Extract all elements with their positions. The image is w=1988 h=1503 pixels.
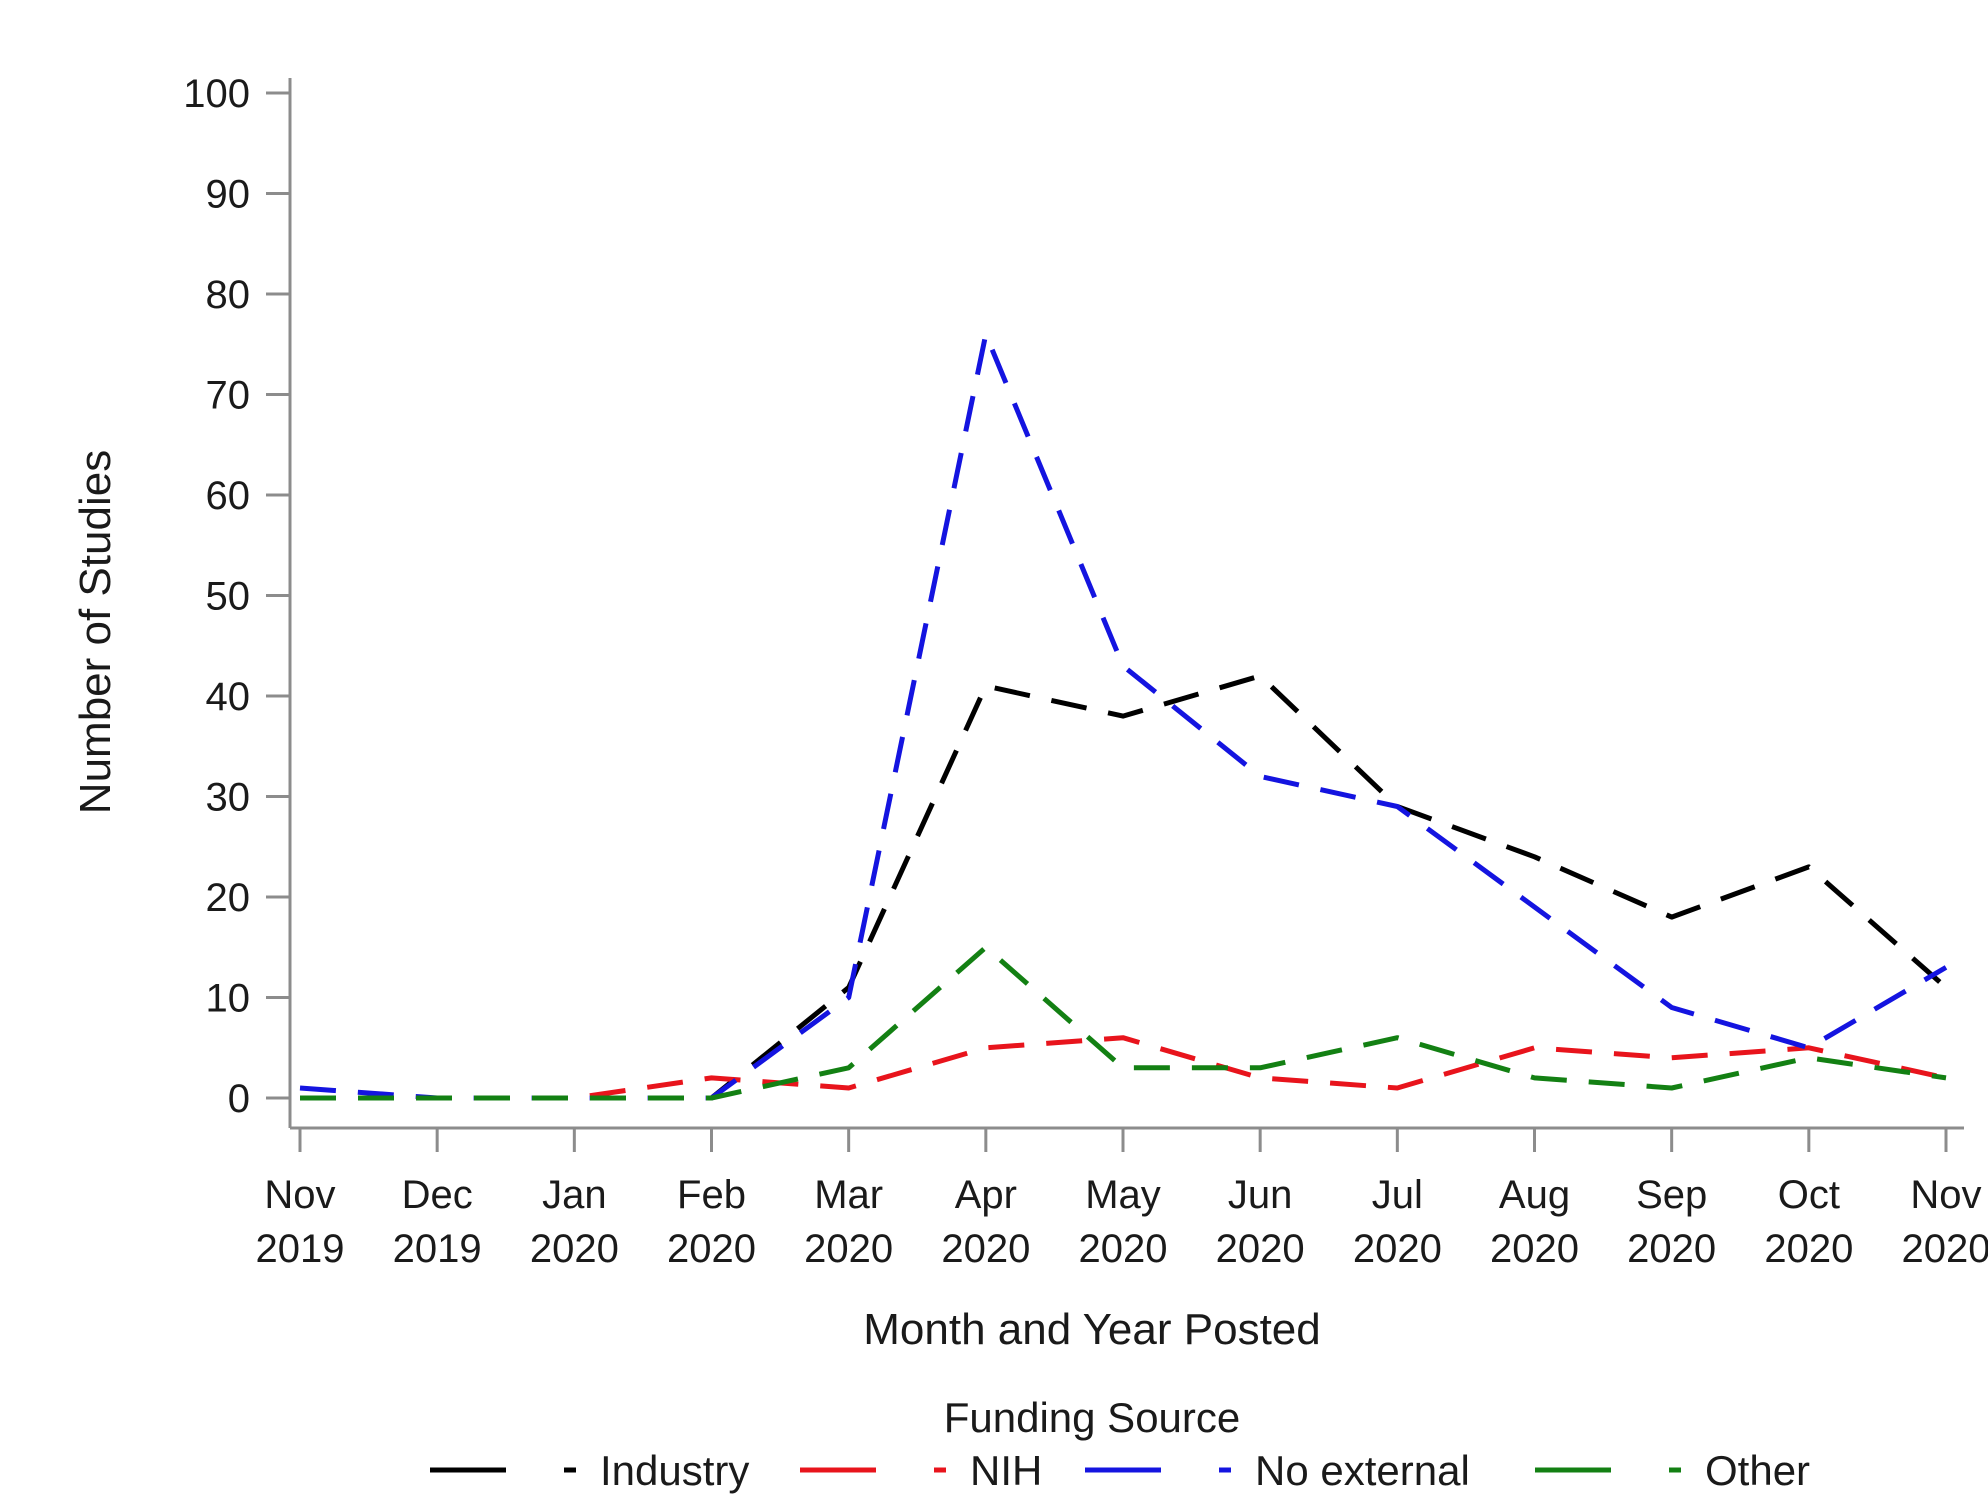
x-tick-label-year: 2020 (941, 1227, 1030, 1271)
x-tick-label-year: 2020 (1216, 1227, 1305, 1271)
x-tick-label-month: Feb (677, 1173, 746, 1217)
x-tick-label-month: Aug (1499, 1173, 1570, 1217)
x-tick-label-year: 2020 (1902, 1227, 1988, 1271)
x-tick-label-month: Apr (955, 1173, 1017, 1217)
y-ticks: 0 10 20 30 40 50 60 70 80 90 100 (183, 72, 290, 1121)
legend-label-other: Other (1705, 1447, 1810, 1494)
x-tick-label-month: Mar (814, 1173, 883, 1217)
x-tick-label-month: Sep (1636, 1173, 1707, 1217)
x-axis-title: Month and Year Posted (863, 1305, 1320, 1354)
x-tick-label-month: Nov (1910, 1173, 1981, 1217)
y-tick-label: 100 (183, 72, 250, 116)
y-axis-title: Number of Studies (71, 450, 120, 814)
x-tick-label-year: 2020 (1764, 1227, 1853, 1271)
x-tick-label-year: 2020 (1079, 1227, 1168, 1271)
x-tick-label-month: Oct (1778, 1173, 1840, 1217)
legend: Industry NIH No external Other (430, 1447, 1810, 1494)
y-tick-label: 30 (206, 776, 251, 820)
y-tick-label: 0 (228, 1077, 250, 1121)
x-tick-label-year: 2020 (530, 1227, 619, 1271)
x-tick-label-month: Jun (1228, 1173, 1293, 1217)
y-tick-label: 60 (206, 474, 251, 518)
series-layer (299, 331, 1948, 1101)
legend-label-no-external: No external (1255, 1447, 1470, 1494)
y-tick-label: 10 (206, 977, 251, 1021)
legend-title: Funding Source (944, 1394, 1241, 1441)
y-tick-label: 90 (206, 173, 251, 217)
legend-label-nih: NIH (970, 1447, 1042, 1494)
x-tick-label-month: May (1085, 1173, 1161, 1217)
x-ticks: Nov 2019 Dec 2019 Jan 2020 Feb 2020 Mar 2020 Apr 20… (256, 1128, 1988, 1271)
x-tick-label-month: Nov (264, 1173, 335, 1217)
series-line-other (300, 944, 1947, 1101)
y-tick-label: 70 (206, 374, 251, 418)
x-tick-label-month: Dec (402, 1173, 473, 1217)
x-tick-label-year: 2020 (1353, 1227, 1442, 1271)
x-tick-label-year: 2020 (667, 1227, 756, 1271)
legend-label-industry: Industry (600, 1447, 749, 1494)
x-tick-label-month: Jul (1372, 1173, 1423, 1217)
y-tick-label: 50 (206, 575, 251, 619)
x-tick-label-year: 2020 (1627, 1227, 1716, 1271)
series-line-no-external (299, 331, 1948, 1101)
x-tick-label-year: 2020 (804, 1227, 893, 1271)
x-tick-label-month: Jan (542, 1173, 607, 1217)
x-tick-label-year: 2019 (393, 1227, 482, 1271)
y-tick-label: 80 (206, 273, 251, 317)
series-line-nih (300, 1035, 1947, 1101)
x-tick-label-year: 2020 (1490, 1227, 1579, 1271)
y-tick-label: 20 (206, 876, 251, 920)
axes (288, 78, 1964, 1130)
x-tick-label-year: 2019 (256, 1227, 345, 1271)
y-tick-label: 40 (206, 675, 251, 719)
series-line-industry (300, 673, 1948, 1101)
